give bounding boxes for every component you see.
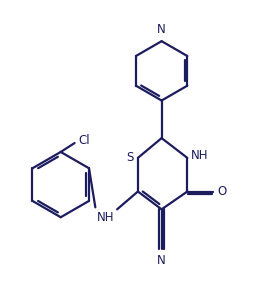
Text: N: N [157,254,166,267]
Text: N: N [157,23,166,36]
Text: NH: NH [97,211,114,224]
Text: O: O [217,185,226,198]
Text: S: S [126,151,134,164]
Text: NH: NH [191,149,209,163]
Text: Cl: Cl [78,133,90,147]
